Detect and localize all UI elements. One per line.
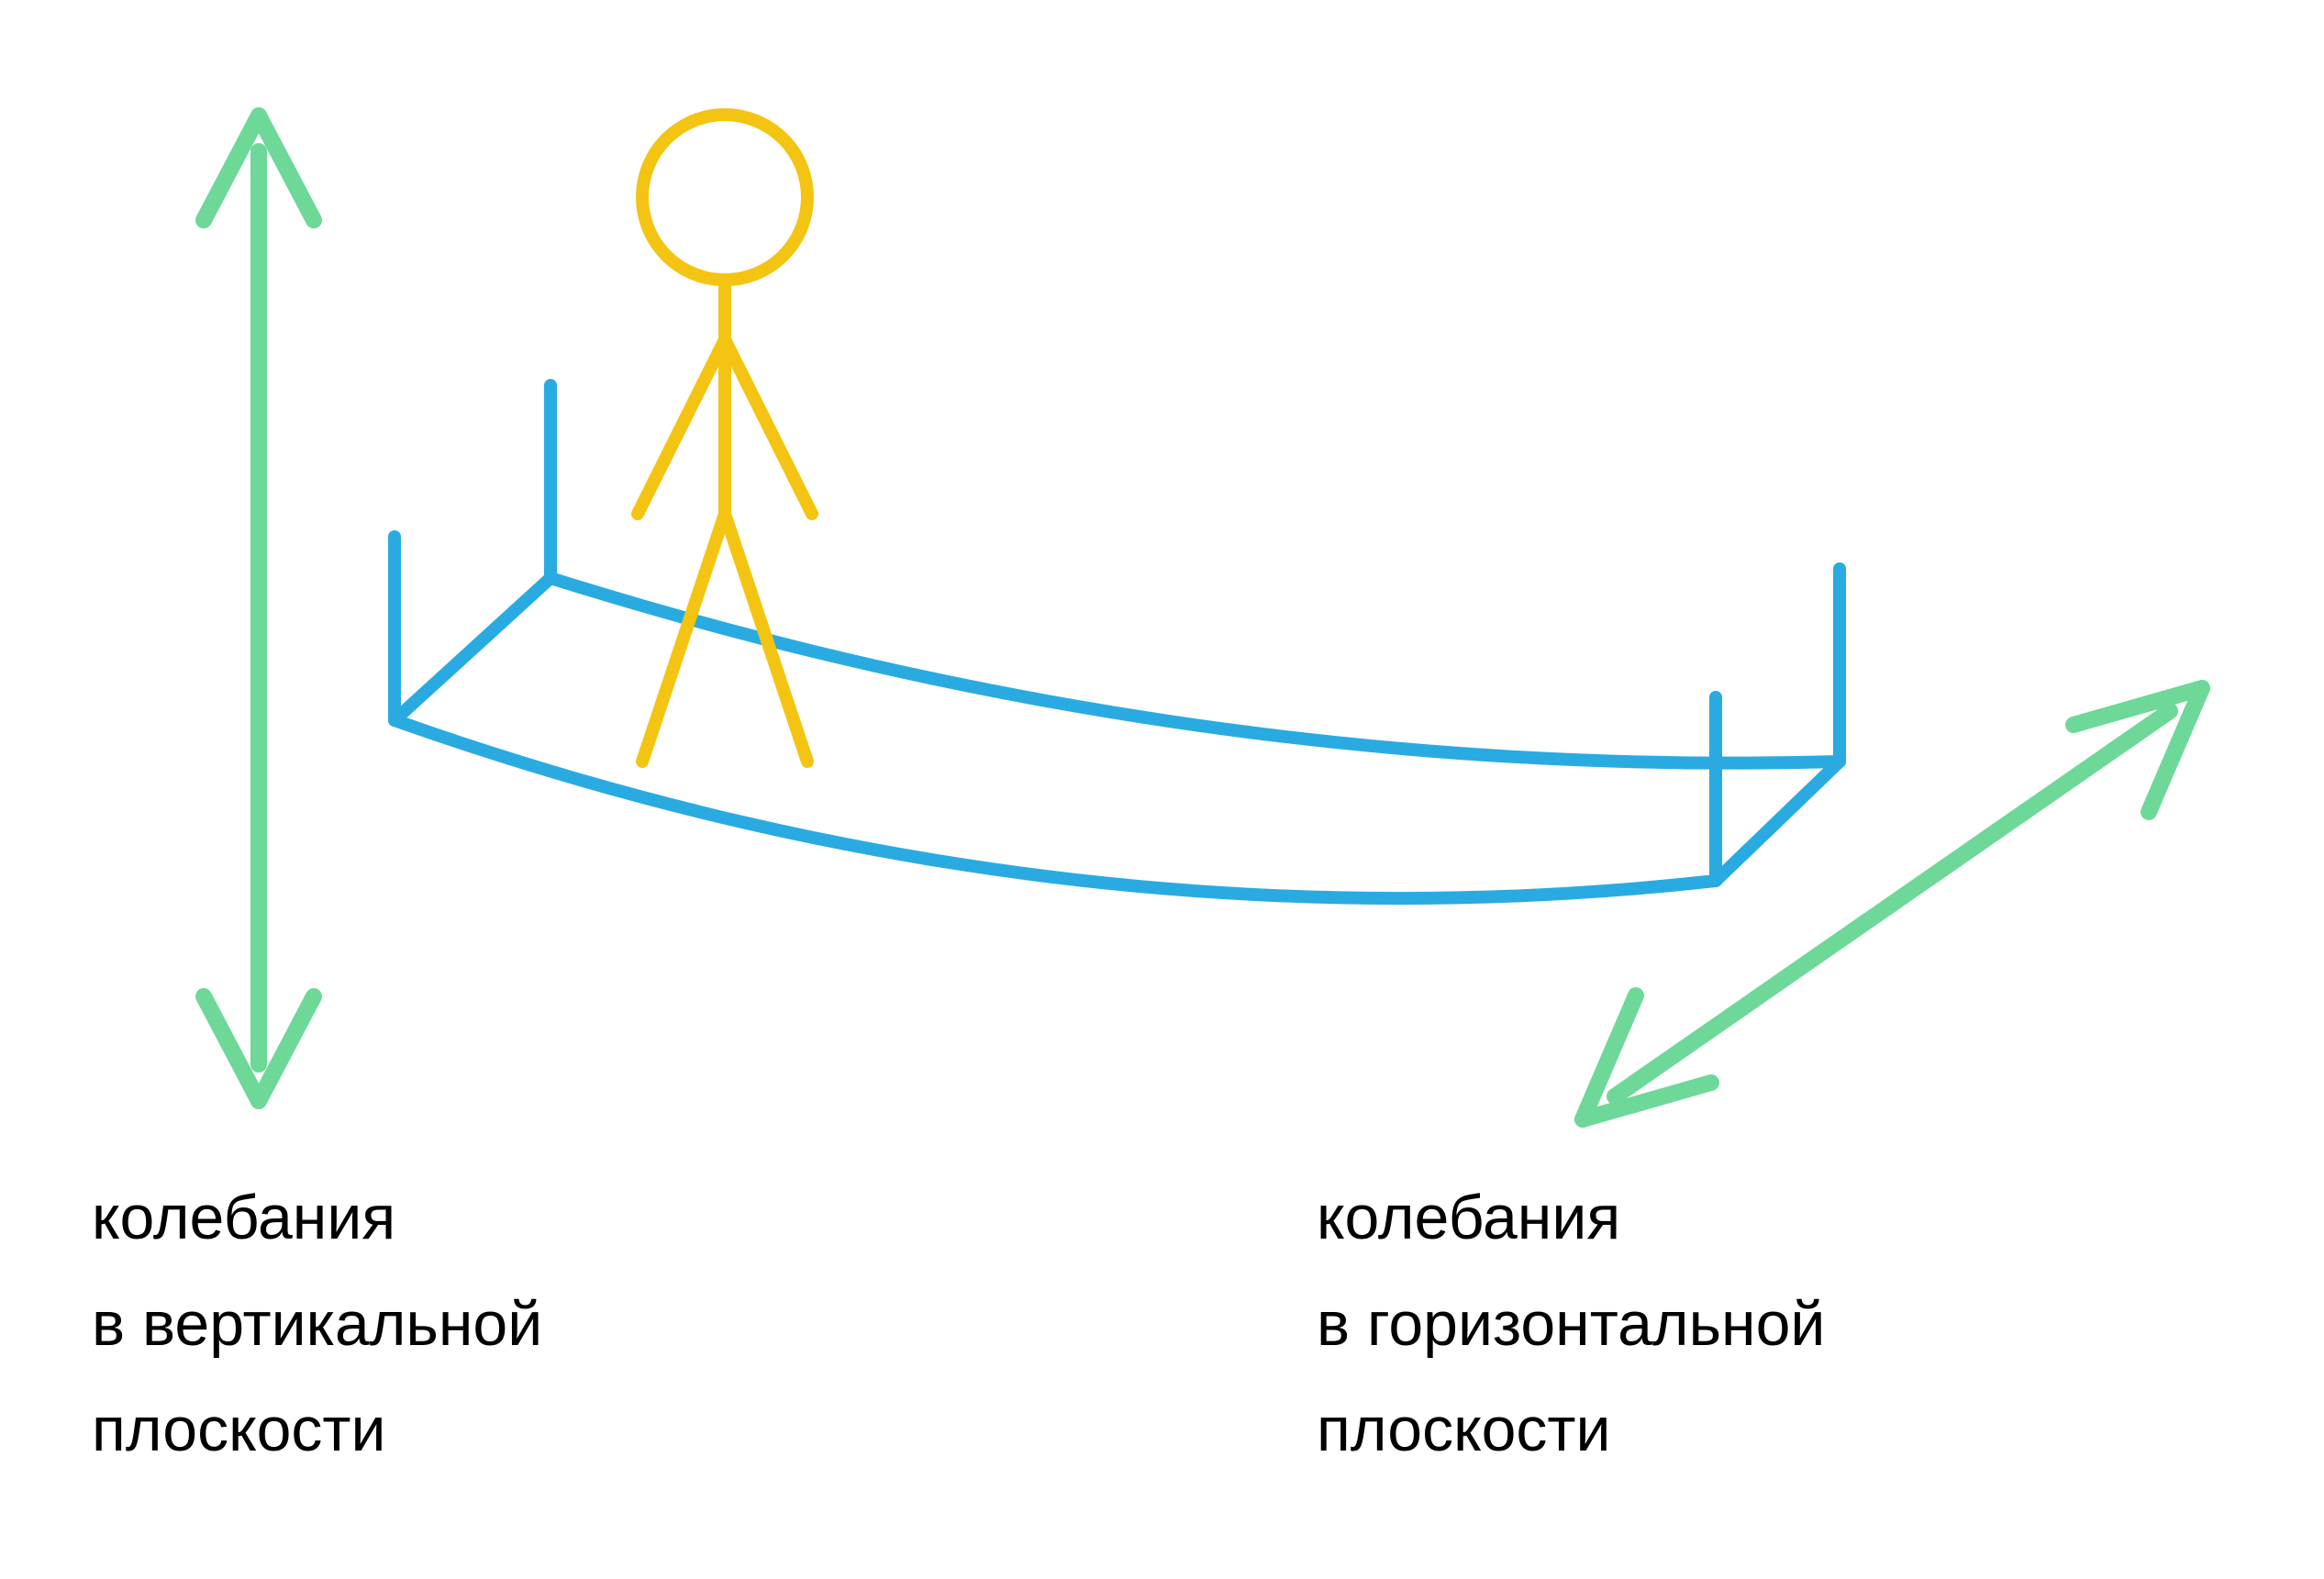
label-horizontal-line1: колебания bbox=[1317, 1165, 1825, 1272]
label-horizontal-line3: плоскости bbox=[1317, 1377, 1825, 1484]
label-vertical-line3: плоскости bbox=[92, 1377, 542, 1484]
bridge-front-curve bbox=[395, 720, 1716, 898]
person-arm-left bbox=[638, 339, 725, 514]
bridge-right-side bbox=[1716, 762, 1840, 881]
label-vertical-line1: колебания bbox=[92, 1165, 542, 1272]
bridge-left-side bbox=[395, 578, 550, 720]
person-arm-right bbox=[725, 339, 812, 514]
bridge-back-curve bbox=[550, 578, 1840, 763]
label-vertical: колебания в вертикальной плоскости bbox=[92, 1165, 542, 1484]
person-head bbox=[642, 115, 807, 280]
diagonal-arrow bbox=[1583, 688, 2202, 1119]
vertical-arrow bbox=[204, 116, 314, 1101]
label-horizontal: колебания в горизонтальной плоскости bbox=[1317, 1165, 1825, 1484]
bridge bbox=[395, 385, 1840, 898]
label-vertical-line2: в вертикальной bbox=[92, 1272, 542, 1378]
person-leg-left bbox=[642, 514, 725, 762]
label-horizontal-line2: в горизонтальной bbox=[1317, 1272, 1825, 1378]
person-icon bbox=[638, 115, 812, 762]
